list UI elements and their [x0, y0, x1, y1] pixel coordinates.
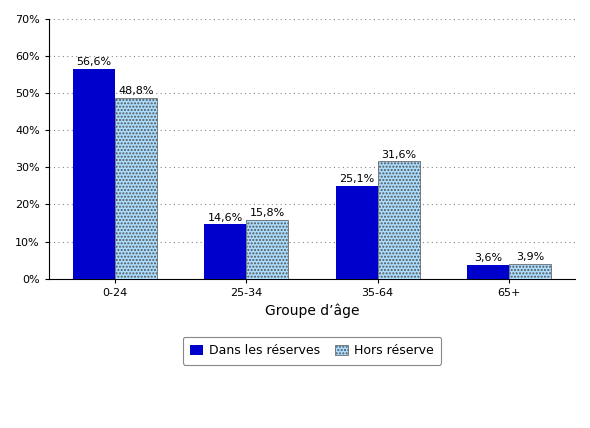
Text: 3,6%: 3,6% — [474, 253, 502, 263]
Bar — [204, 224, 246, 279]
Text: 15,8%: 15,8% — [250, 208, 285, 218]
Bar — [73, 69, 114, 279]
Text: 31,6%: 31,6% — [381, 149, 416, 160]
Bar — [114, 98, 157, 279]
Bar — [336, 185, 378, 279]
Text: 56,6%: 56,6% — [76, 57, 112, 67]
Legend: Dans les réserves, Hors réserve: Dans les réserves, Hors réserve — [183, 337, 441, 365]
Bar — [246, 220, 289, 279]
Bar — [509, 264, 551, 279]
Text: 48,8%: 48,8% — [118, 86, 153, 96]
Text: 14,6%: 14,6% — [208, 213, 242, 223]
X-axis label: Groupe d’âge: Groupe d’âge — [265, 303, 359, 318]
Bar — [378, 161, 419, 279]
Text: 3,9%: 3,9% — [516, 252, 544, 262]
Text: 25,1%: 25,1% — [339, 174, 374, 184]
Bar — [467, 265, 509, 279]
